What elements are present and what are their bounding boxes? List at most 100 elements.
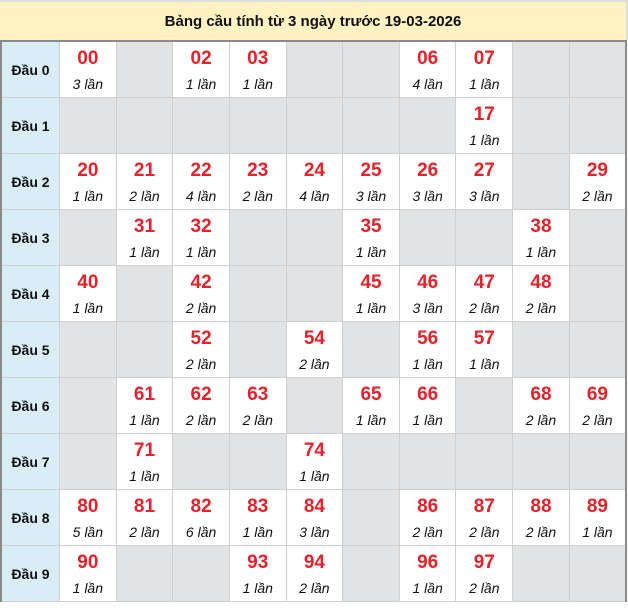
occurrence-count: 2 lần — [582, 412, 613, 428]
number-cell: 89 1 lần — [568, 489, 627, 546]
empty-cell — [512, 40, 570, 98]
number-cell: 93 1 lần — [228, 545, 287, 602]
row-head-label: Đầu 8 — [0, 489, 60, 546]
number-cell: 40 1 lần — [59, 265, 117, 322]
occurrence-count: 2 lần — [129, 524, 160, 540]
empty-cell — [285, 209, 344, 266]
occurrence-count: 5 lần — [72, 524, 103, 540]
number-cell: 25 3 lần — [342, 153, 400, 210]
lottery-number: 42 — [190, 272, 212, 293]
lottery-number: 57 — [473, 328, 495, 349]
number-cell: 00 3 lần — [59, 40, 117, 98]
lottery-number: 96 — [417, 552, 439, 573]
table-row: Đầu 4 40 1 lần 42 2 lần 45 1 lần 46 3 lần 47 2 lần… — [0, 265, 627, 322]
lottery-number: 47 — [473, 272, 495, 293]
empty-cell — [342, 433, 400, 490]
empty-cell — [59, 321, 117, 378]
occurrence-count: 1 lần — [242, 580, 273, 596]
number-cell: 69 2 lần — [568, 377, 627, 434]
lottery-number: 83 — [247, 496, 269, 517]
occurrence-count: 1 lần — [299, 468, 330, 484]
table-row: Đầu 1 17 1 lần — [0, 97, 627, 154]
row-head-label: Đầu 6 — [0, 377, 60, 434]
occurrence-count: 1 lần — [412, 412, 443, 428]
occurrence-count: 1 lần — [72, 188, 103, 204]
lottery-number: 81 — [133, 496, 156, 517]
empty-cell — [398, 97, 457, 154]
empty-cell — [342, 545, 400, 602]
lottery-number: 52 — [190, 328, 212, 349]
number-cell: 80 5 lần — [59, 489, 117, 546]
empty-cell — [455, 377, 514, 434]
number-cell: 42 2 lần — [172, 265, 230, 322]
row-head-label: Đầu 1 — [0, 97, 60, 154]
empty-cell — [285, 265, 344, 322]
empty-cell — [228, 265, 287, 322]
empty-cell — [115, 545, 174, 602]
lottery-number: 62 — [190, 384, 212, 405]
number-cell: 06 4 lần — [398, 40, 457, 98]
lottery-number: 54 — [303, 328, 325, 349]
occurrence-count: 3 lần — [412, 188, 443, 204]
empty-cell — [59, 433, 117, 490]
empty-cell — [342, 40, 400, 98]
lottery-number: 26 — [417, 160, 439, 181]
occurrence-count: 2 lần — [185, 356, 217, 372]
occurrence-count: 1 lần — [525, 244, 557, 260]
number-cell: 74 1 lần — [285, 433, 344, 490]
table-row: Đầu 0 00 3 lần 02 1 lần 03 1 lần 06 4 lần 07 1 lần — [0, 40, 627, 98]
occurrence-count: 4 lần — [185, 188, 217, 204]
number-cell: 52 2 lần — [172, 321, 230, 378]
table-row: Đầu 7 71 1 lần 74 1 lần — [0, 433, 627, 490]
lottery-number: 48 — [530, 272, 552, 293]
number-cell: 68 2 lần — [512, 377, 570, 434]
occurrence-count: 2 lần — [469, 524, 500, 540]
number-cell: 61 1 lần — [115, 377, 174, 434]
occurrence-count: 2 lần — [299, 580, 330, 596]
lottery-number: 86 — [417, 496, 439, 517]
occurrence-count: 1 lần — [355, 244, 387, 260]
occurrence-count: 3 lần — [412, 300, 443, 316]
lottery-number: 46 — [417, 272, 439, 293]
number-cell: 32 1 lần — [172, 209, 230, 266]
occurrence-count: 4 lần — [412, 76, 443, 92]
empty-cell — [398, 209, 457, 266]
empty-cell — [512, 545, 570, 602]
row-head-label: Đầu 9 — [0, 545, 60, 602]
lottery-number: 38 — [530, 216, 552, 237]
number-cell: 45 1 lần — [342, 265, 400, 322]
occurrence-count: 2 lần — [469, 300, 500, 316]
lottery-number: 27 — [473, 160, 495, 181]
occurrence-count: 2 lần — [185, 300, 217, 316]
lottery-number: 80 — [77, 496, 99, 517]
empty-cell — [228, 97, 287, 154]
empty-cell — [342, 97, 400, 154]
table-row: Đầu 5 52 2 lần 54 2 lần 56 1 lần 57 1 lần — [0, 321, 627, 378]
number-cell: 38 1 lần — [512, 209, 570, 266]
occurrence-count: 3 lần — [299, 524, 330, 540]
lottery-number: 45 — [360, 272, 382, 293]
lottery-number: 71 — [133, 440, 156, 461]
occurrence-count: 1 lần — [185, 244, 217, 260]
lottery-number: 63 — [247, 384, 269, 405]
occurrence-count: 1 lần — [355, 300, 387, 316]
empty-cell — [342, 321, 400, 378]
number-cell: 23 2 lần — [228, 153, 287, 210]
number-cell: 29 2 lần — [568, 153, 627, 210]
empty-cell — [455, 433, 514, 490]
number-cell: 94 2 lần — [285, 545, 344, 602]
empty-cell — [115, 321, 174, 378]
lottery-number: 17 — [473, 104, 495, 125]
empty-cell — [228, 209, 287, 266]
number-cell: 46 3 lần — [398, 265, 457, 322]
frequency-table: Đầu 0 00 3 lần 02 1 lần 03 1 lần 06 4 lần 07 1 lần… — [0, 40, 627, 602]
lottery-number: 68 — [530, 384, 552, 405]
row-head-label: Đầu 2 — [0, 153, 60, 210]
lottery-number: 06 — [417, 48, 439, 69]
lottery-number: 90 — [77, 552, 99, 573]
lottery-number: 25 — [360, 160, 382, 181]
table-row: Đầu 6 61 1 lần 62 2 lần 63 2 lần 65 1 lần 66 1 lần… — [0, 377, 627, 434]
lottery-number: 40 — [77, 272, 99, 293]
occurrence-count: 2 lần — [242, 188, 273, 204]
